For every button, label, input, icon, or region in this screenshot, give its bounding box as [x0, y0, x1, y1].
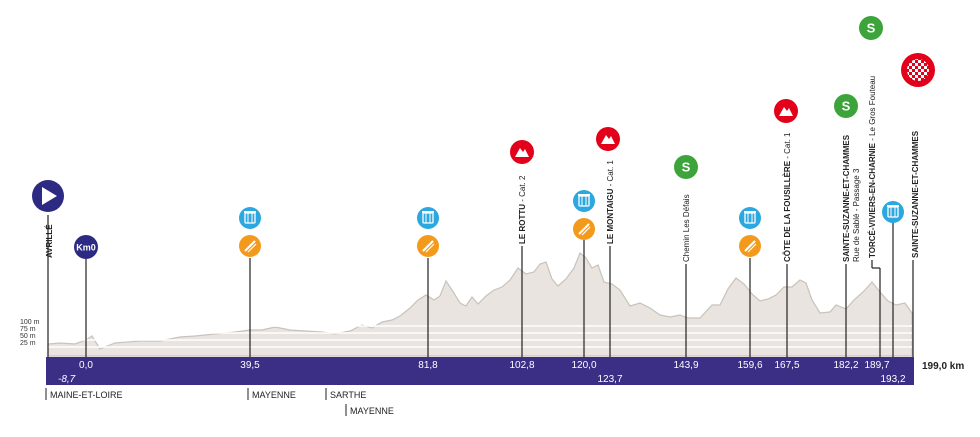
label-sprint3-name: TORCÉ-VIVIERS-EN-CHARNIE	[868, 142, 877, 258]
altitude-label-100: 100 m	[20, 319, 40, 326]
feed-zone-icon	[739, 235, 761, 257]
food-icon	[239, 207, 261, 229]
km-labels: 0,0 39,5 81,8 102,8 120,0 123,7 143,9 15…	[79, 360, 906, 385]
climb-icons	[510, 99, 798, 164]
elevation-profile: 100 m 75 m 50 m 25 m	[20, 252, 913, 357]
label-sprint3: TORCÉ-VIVIERS-EN-CHARNIE - Le Gros Foute…	[868, 76, 877, 258]
feed-zone-icon	[417, 235, 439, 257]
distance-bar: 199,0 km -8,7	[46, 357, 964, 385]
km-label-rottu: 102,8	[509, 360, 534, 371]
label-sprint1: Chemin Les Défais	[682, 194, 691, 262]
label-montaigu: LE MONTAIGU - Cat. 1	[606, 160, 615, 244]
svg-text:S: S	[867, 21, 876, 36]
label-montaigu-cat: - Cat. 1	[606, 160, 615, 189]
food-icon	[573, 190, 595, 212]
sprint-icon: S	[859, 16, 883, 40]
food-icon	[417, 207, 439, 229]
departments: MAINE-ET-LOIRE MAYENNE SARTHE MAYENNE	[45, 388, 394, 416]
svg-text:S: S	[682, 160, 691, 175]
km-label-km0: 0,0	[79, 360, 93, 371]
department-mayenne-2: MAYENNE	[350, 406, 394, 416]
label-finish: SAINTE-SUZANNE-ET-CHAMMES	[911, 130, 920, 258]
department-mayenne: MAYENNE	[252, 390, 296, 400]
label-fousillere-cat: - Cat. 1	[783, 132, 792, 161]
label-rottu-cat: - Cat. 2	[518, 175, 527, 204]
altitude-label-25: 25 m	[20, 340, 36, 347]
food-icons	[239, 190, 904, 229]
label-sprint2: SAINTE-SUZANNE-ET-CHAMMES	[842, 134, 851, 262]
food-icon	[882, 201, 904, 223]
km-label-sprint1: 143,9	[673, 360, 698, 371]
altitude-gridlines	[48, 325, 912, 348]
climb-icon-rottu	[510, 140, 534, 164]
feed-zone-icon	[239, 235, 261, 257]
climb-icon-fousillere	[774, 99, 798, 123]
km-label-fousillere: 167,5	[774, 360, 799, 371]
distance-bar-background	[46, 357, 914, 385]
finish-icon	[901, 53, 935, 87]
svg-text:S: S	[842, 99, 851, 114]
km-label-feed1: 39,5	[240, 360, 260, 371]
sprint-icons: S S S	[674, 16, 883, 179]
label-montaigu-name: LE MONTAIGU	[606, 188, 615, 244]
sprint-icon: S	[834, 94, 858, 118]
climb-icon-montaigu	[596, 127, 620, 151]
km-label-feed2: 81,8	[418, 360, 438, 371]
km-label-sprint3: 189,7	[864, 360, 889, 371]
label-start: AVRILLÉ	[45, 224, 54, 258]
start-icon	[32, 180, 64, 212]
altitude-label-50: 50 m	[20, 333, 36, 340]
total-distance: 199,0 km	[922, 361, 964, 372]
feed-icons	[239, 218, 761, 257]
sprint-icon: S	[674, 155, 698, 179]
label-fousillere-name: CÔTE DE LA FOUSILLÈRE	[783, 160, 792, 262]
label-fousillere: CÔTE DE LA FOUSILLÈRE - Cat. 1	[783, 132, 792, 262]
km-label-food5: 193,2	[880, 374, 905, 385]
km-label-feed4: 159,6	[737, 360, 762, 371]
label-rottu: LE ROTTU - Cat. 2	[518, 175, 527, 244]
department-maine-et-loire: MAINE-ET-LOIRE	[50, 390, 123, 400]
feed-zone-icon	[573, 218, 595, 240]
label-rottu-name: LE ROTTU	[518, 204, 527, 244]
km-label-feed3: 120,0	[571, 360, 596, 371]
km0-badge-text: Km0	[76, 243, 96, 253]
label-sprint2-sub: Rue de Sablé - Passage 3	[852, 168, 861, 262]
label-sprint3-sub: - Le Gros Fouteau	[868, 76, 877, 143]
km-label-montaigu: 123,7	[597, 374, 622, 385]
altitude-label-75: 75 m	[20, 326, 36, 333]
km0-badge: Km0	[74, 235, 98, 259]
elevation-area	[47, 252, 913, 357]
food-icon	[739, 207, 761, 229]
department-sarthe: SARTHE	[330, 390, 366, 400]
neutral-km: -8,7	[58, 374, 76, 385]
marker-lines	[47, 215, 914, 357]
km-label-sprint2: 182,2	[833, 360, 858, 371]
